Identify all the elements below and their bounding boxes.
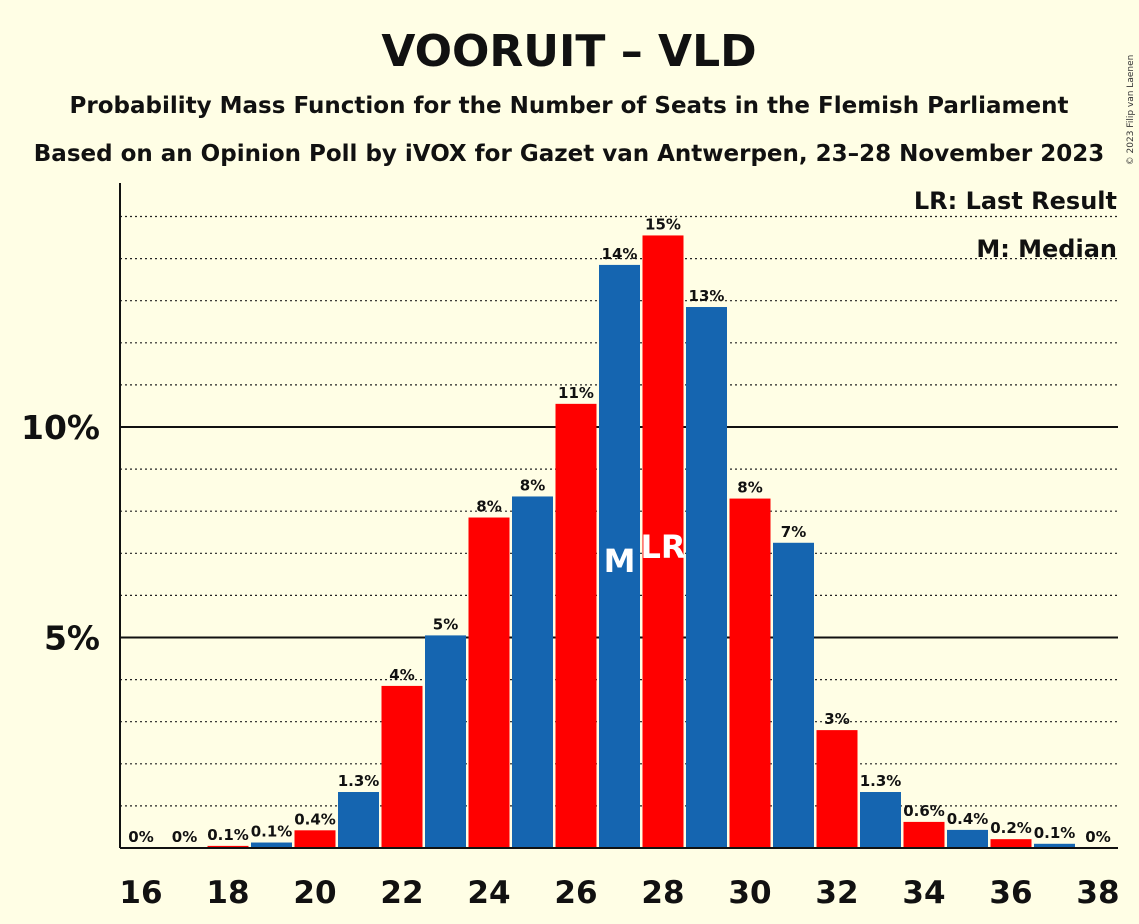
x-tick-label: 30 bbox=[728, 875, 771, 911]
data-label-seat-35: 0.4% bbox=[947, 810, 989, 828]
x-tick-label: 32 bbox=[815, 875, 858, 911]
data-label-seat-21: 1.3% bbox=[338, 772, 380, 790]
data-label-seat-31: 7% bbox=[781, 523, 806, 541]
bar-seat-28 bbox=[642, 235, 684, 848]
data-label-seat-36: 0.2% bbox=[990, 819, 1032, 837]
bar-seat-24 bbox=[468, 517, 510, 848]
bar-seat-37 bbox=[1034, 843, 1075, 848]
bar-seat-26 bbox=[555, 403, 597, 848]
bar-seat-33 bbox=[860, 792, 901, 848]
chart-subtitle: Probability Mass Function for the Number… bbox=[70, 93, 1069, 119]
data-label-seat-32: 3% bbox=[824, 710, 849, 728]
x-tick-label: 16 bbox=[119, 875, 162, 911]
median-marker: M bbox=[604, 542, 636, 580]
bar-seat-22 bbox=[381, 685, 423, 848]
bar-seat-31 bbox=[773, 542, 814, 848]
bar-seat-23 bbox=[425, 635, 466, 848]
y-tick-label: 5% bbox=[44, 619, 100, 658]
copyright-note: © 2023 Filip van Laenen bbox=[1126, 55, 1136, 166]
data-label-seat-25: 8% bbox=[520, 476, 545, 494]
data-label-seat-37: 0.1% bbox=[1034, 824, 1076, 842]
legend-last-result: LR: Last Result bbox=[914, 187, 1117, 215]
bar-seat-35 bbox=[947, 829, 988, 848]
x-tick-label: 28 bbox=[641, 875, 684, 911]
chart-title: VOORUIT – VLD bbox=[381, 26, 756, 77]
x-tick-label: 22 bbox=[380, 875, 423, 911]
data-label-seat-23: 5% bbox=[433, 615, 458, 633]
bar-seat-36 bbox=[990, 839, 1032, 848]
x-tick-label: 34 bbox=[902, 875, 945, 911]
x-tick-label: 18 bbox=[206, 875, 249, 911]
data-label-seat-16: 0% bbox=[128, 828, 153, 846]
data-label-seat-26: 11% bbox=[558, 384, 594, 402]
axes-group: 5% 10% 16 18 20 22 24 26 28 30 32 34 36 38 bbox=[21, 183, 1120, 911]
bar-seat-27 bbox=[599, 264, 640, 848]
data-label-seat-27: 14% bbox=[602, 245, 638, 263]
bar-seat-21 bbox=[338, 792, 379, 848]
data-label-seat-29: 13% bbox=[689, 287, 725, 305]
x-tick-label: 26 bbox=[554, 875, 597, 911]
data-label-seat-20: 0.4% bbox=[294, 810, 336, 828]
data-label-seat-24: 8% bbox=[476, 498, 501, 516]
data-label-seat-38: 0% bbox=[1085, 828, 1110, 846]
x-tick-label: 38 bbox=[1076, 875, 1119, 911]
bars-group: 0% 0% 0.1% 0.1%0.4%1.3%4%5%8%8%11%14%M15%LR… bbox=[128, 215, 1111, 848]
y-tick-label: 10% bbox=[21, 408, 100, 447]
bar-seat-34 bbox=[903, 821, 945, 848]
legend-median: M: Median bbox=[976, 235, 1117, 263]
data-label-seat-18: 0.1% bbox=[207, 826, 249, 844]
bar-seat-18 bbox=[207, 845, 249, 848]
data-label-seat-34: 0.6% bbox=[903, 802, 945, 820]
data-label-seat-33: 1.3% bbox=[860, 772, 902, 790]
bar-seat-20 bbox=[294, 830, 336, 848]
x-tick-label: 20 bbox=[293, 875, 336, 911]
bar-seat-30 bbox=[729, 498, 771, 848]
x-tick-label: 36 bbox=[989, 875, 1032, 911]
chart-subtitle-poll: Based on an Opinion Poll by iVOX for Gaz… bbox=[34, 141, 1104, 167]
last-result-marker: LR bbox=[640, 528, 685, 566]
bar-seat-25 bbox=[512, 496, 553, 848]
data-label-seat-28: 15% bbox=[645, 215, 681, 233]
data-label-seat-19: 0.1% bbox=[251, 823, 293, 841]
bar-seat-29 bbox=[686, 307, 727, 848]
x-tick-label: 24 bbox=[467, 875, 510, 911]
bar-seat-19 bbox=[251, 842, 292, 848]
data-label-seat-17: 0% bbox=[172, 828, 197, 846]
data-label-seat-30: 8% bbox=[737, 479, 762, 497]
bar-seat-32 bbox=[816, 730, 858, 848]
data-label-seat-22: 4% bbox=[389, 666, 414, 684]
